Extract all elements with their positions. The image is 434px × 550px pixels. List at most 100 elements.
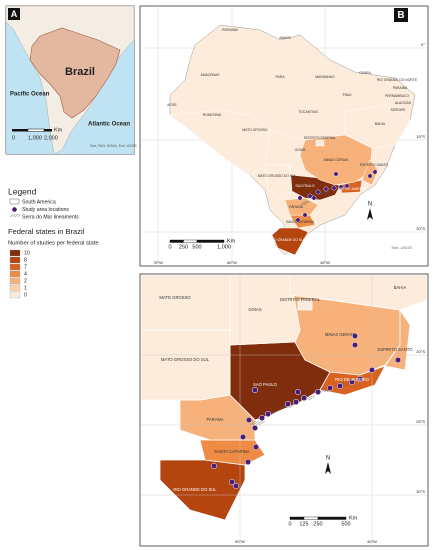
state-label: GOIAS [295,148,306,152]
scale-label: 2,000 [44,135,58,141]
study-location [210,462,218,470]
study-location [344,183,350,189]
ocean-label: Pacific Ocean [10,92,50,98]
legend-swatch [9,256,21,264]
state-label: PARANA [207,417,224,422]
scale-bar [289,516,305,520]
state-label: SAO PAULO [295,184,315,188]
lineament [301,200,309,206]
legend-symbol [9,198,20,205]
scale-label: 0 [168,244,171,250]
lon-label: 50°W [235,539,245,544]
north-arrow [367,208,373,220]
state-shape [289,274,428,311]
lon-label: 75°W [153,260,163,265]
lat-label: 25°S [416,419,425,424]
state-label: RIO DE JANEIRO [338,187,366,191]
state-shape [264,129,306,176]
state-label: SANTA CATARINA [286,220,315,224]
state-label: ACRE [167,103,177,107]
lineament [255,420,263,426]
scale-label: 500 [341,521,350,527]
study-location [264,410,272,418]
lineament [343,381,351,387]
state-label: BAHIA [394,285,407,290]
country-label: Brazil [65,66,95,78]
state-label: TOCANTINS [298,110,318,114]
state-label: MINAS GERAIS [324,158,349,162]
scale-unit: Km [349,515,358,521]
state-shape [315,139,325,147]
state-label: ESPIRITO SANTO [360,163,389,167]
state-label: SANTA CATARINA [214,449,249,454]
scale-bar [169,239,184,243]
legend-class-label: 10 [24,250,30,256]
lineament [249,420,257,426]
north-label: N [326,456,330,462]
study-location [251,386,259,394]
north-arrow [325,462,331,474]
study-location [338,184,344,190]
study-location [323,186,329,192]
scale-bar [317,516,347,520]
study-location [294,388,302,396]
study-location [252,443,260,451]
study-location [239,433,247,441]
lat-label: 20°S [416,349,425,354]
lineament [323,190,331,196]
scale-bar [183,239,198,243]
north-label: N [368,202,372,208]
panel-label-box [394,8,408,22]
state-label: PARAIBA [393,86,408,90]
state-label: MATO GROSSO DO SUL [161,357,210,362]
legend-item: Study area locations [22,207,69,213]
legend-swatch [9,284,21,292]
study-location [394,356,402,364]
state-label: MARANHAO [315,75,335,79]
legend-symbol [12,207,17,212]
panel-label-box [8,8,20,20]
panel-c-states: SAO PAULO RIO GRANDE DO SUL RIO DE JANEIRO… [140,274,428,545]
state-label: CEARA [359,71,371,75]
scale-label: 250 [179,244,188,250]
lineament [303,200,311,206]
state-label: MATO GROSSO [159,295,191,300]
study-location [245,416,253,424]
state-label: PARANA [289,205,303,209]
legend-item: Serra do Mar lineaments [22,214,79,220]
legend-swatch [9,277,21,285]
legend-class-label: 2 [24,278,27,284]
legend-swatch [9,249,21,257]
credit: Esri, FAO, NOAA, Esri, USGS [90,144,137,148]
lon-label: 60°W [227,260,237,265]
state-label: SAO PAULO [253,382,278,387]
legend-class-label: 8 [24,257,27,263]
legend-subtitle: Federal states in Brazil [8,227,85,236]
state-label: DISTRITO FEDERAL [304,136,336,140]
lineament [321,190,329,196]
scale-label: 0 [288,521,291,527]
lat-label: 15°S [416,134,425,139]
study-location [307,193,313,199]
scale-unit: Km [54,127,63,133]
study-location [333,171,339,177]
state-shape [361,159,379,186]
lineament [319,190,327,196]
study-location [228,478,236,486]
study-location [368,366,376,374]
state-shape [140,329,231,401]
study-location [326,384,334,392]
scale-unit: Km [227,238,236,244]
lineament [258,420,266,426]
study-location [232,482,240,490]
legend-swatch [9,291,21,299]
scale-label: 125 [299,521,308,527]
lineament [270,410,278,416]
scale-label: 500 [192,244,201,250]
lineament [299,200,307,206]
state-label: ALAGOAS [395,101,412,105]
scale-label: 0 [12,135,15,141]
scale-bar [12,129,28,132]
scale-label: 1,000 [28,135,42,141]
state-label: RIO GRANDE DO SUL [270,238,305,242]
